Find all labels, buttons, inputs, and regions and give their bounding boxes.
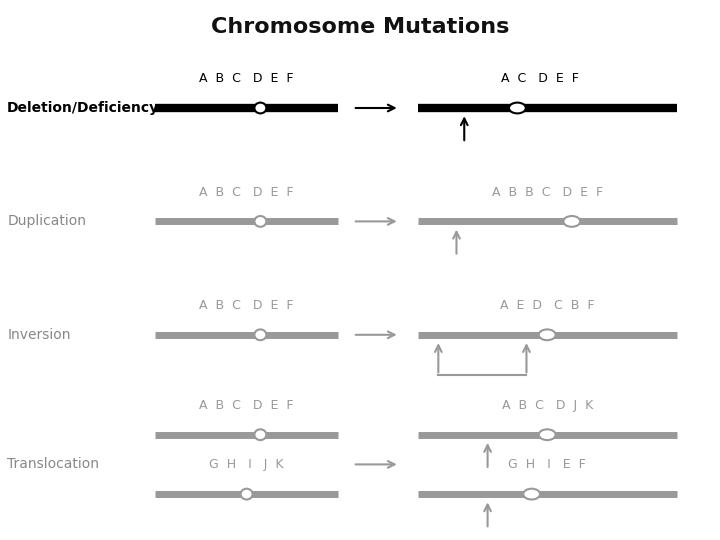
Ellipse shape <box>563 216 580 227</box>
Text: A  B  C   D  E  F: A B C D E F <box>199 186 294 199</box>
Text: Deletion/Deficiency: Deletion/Deficiency <box>7 101 159 115</box>
Text: Translocation: Translocation <box>7 457 99 471</box>
Ellipse shape <box>539 329 556 340</box>
Ellipse shape <box>254 103 266 113</box>
Ellipse shape <box>509 103 526 113</box>
Text: A  E  D   C  B  F: A E D C B F <box>500 299 595 312</box>
Text: Chromosome Mutations: Chromosome Mutations <box>211 17 509 37</box>
Text: G  H   I   J  K: G H I J K <box>210 458 284 471</box>
Text: Inversion: Inversion <box>7 328 71 342</box>
Text: A  B  C   D  E  F: A B C D E F <box>199 72 294 85</box>
Ellipse shape <box>523 489 540 500</box>
Text: A  B  C   D  E  F: A B C D E F <box>199 399 294 412</box>
Ellipse shape <box>539 429 556 440</box>
Text: A  B  C   D  E  F: A B C D E F <box>199 299 294 312</box>
Text: Duplication: Duplication <box>7 214 86 228</box>
Text: A  C   D  E  F: A C D E F <box>501 72 579 85</box>
Text: A  B  C   D  J  K: A B C D J K <box>502 399 593 412</box>
Ellipse shape <box>254 329 266 340</box>
Text: A  B  B  C   D  E  F: A B B C D E F <box>492 186 603 199</box>
Ellipse shape <box>254 429 266 440</box>
Ellipse shape <box>240 489 253 500</box>
Ellipse shape <box>254 216 266 227</box>
Text: G  H   I   E  F: G H I E F <box>508 458 586 471</box>
